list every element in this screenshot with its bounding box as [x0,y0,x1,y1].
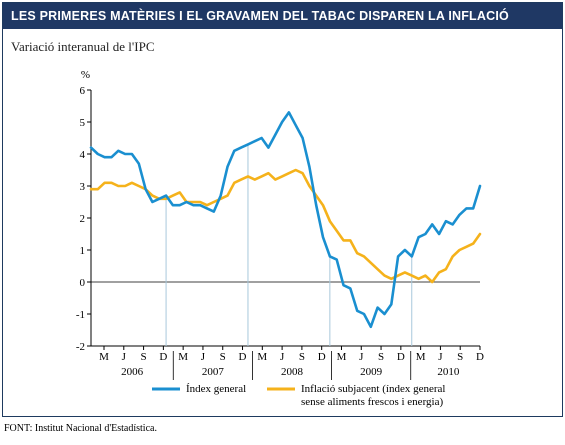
x-tick-label: S [220,351,226,363]
y-tick-label: 1 [80,245,86,257]
x-tick-label: D [159,351,167,363]
y-axis: % -2 -1 0 1 2 3 4 5 6 [76,69,480,353]
x-year-label: 2009 [360,366,383,378]
series-lines [89,111,482,329]
y-tick-label: 4 [80,149,86,161]
x-tick-label: M [337,351,347,363]
x-tick-label: J [201,351,206,363]
x-year-label: 2010 [437,366,460,378]
legend-index-general-label: Índex general [186,383,246,395]
y-tick-label: -1 [76,309,85,321]
x-tick-label: M [178,351,188,363]
x-tick-label: S [299,351,305,363]
x-tick-label: D [397,351,405,363]
legend: Índex general Inflació subjacent (índex g… [152,383,445,408]
x-tick-label: J [359,351,364,363]
x-tick-label: D [239,351,247,363]
chart-subtitle: Variació interanual de l'IPC [11,39,155,54]
y-tick-label: 3 [80,181,86,193]
x-tick-label: S [141,351,147,363]
reference-lines [165,144,413,346]
x-tick-label: M [99,351,109,363]
series-line-core-inflation [89,168,482,284]
source-note: FONT: Institut Nacional d'Estadística. [4,423,157,434]
legend-core-inflation-label: Inflació subjacent (índex general sense a… [301,383,445,408]
y-tick-label: -2 [76,341,85,353]
x-tick-label: D [476,351,484,363]
y-tick-label: 0 [80,277,86,289]
series-line-index-general [89,111,482,329]
x-tick-label: S [457,351,463,363]
x-year-label: 2006 [121,366,144,378]
y-tick-label: 2 [80,213,86,225]
y-tick-label: 6 [80,85,86,97]
x-year-label: 2008 [281,366,304,378]
x-tick-label: M [416,351,426,363]
y-axis-unit: % [81,69,90,81]
x-tick-label: M [257,351,267,363]
x-tick-label: S [378,351,384,363]
x-year-label: 2007 [202,366,225,378]
x-tick-label: D [318,351,326,363]
x-tick-label: J [280,351,285,363]
x-tick-label: J [438,351,443,363]
chart-title: LES PRIMERES MATÈRIES I EL GRAVAMEN DEL … [3,3,562,29]
y-tick-label: 5 [80,117,86,129]
x-tick-label: J [122,351,127,363]
